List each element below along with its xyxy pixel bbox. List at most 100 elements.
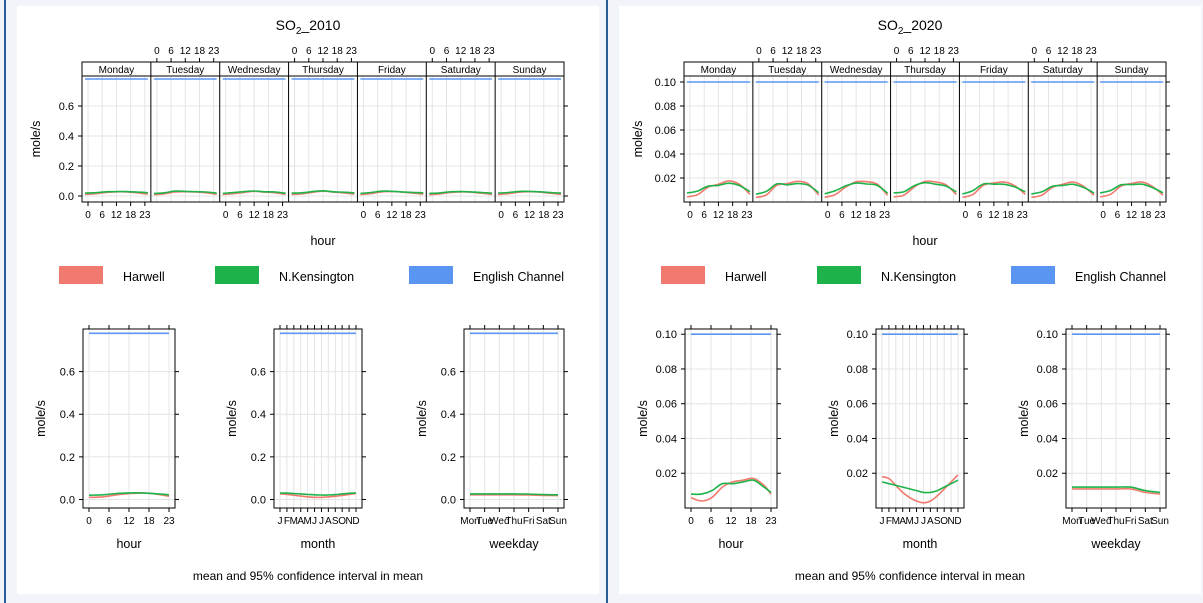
x-tick-label: D: [352, 516, 359, 527]
x-tick-label: 6: [701, 210, 707, 221]
month-axis-label: month: [301, 537, 336, 551]
x-tick-label: 23: [810, 46, 822, 57]
series-line-n-kensington: [881, 479, 959, 494]
weekly-series-n-kensington: [222, 190, 286, 195]
x-tick-label: 18: [332, 46, 344, 57]
weekly-y-axis-label: mole/s: [631, 121, 645, 158]
x-tick-label: 23: [552, 210, 564, 221]
x-tick-label: 23: [1086, 46, 1098, 57]
x-tick-label: 12: [317, 46, 329, 57]
x-tick-label: 18: [865, 210, 877, 221]
x-tick-label: 0: [825, 210, 831, 221]
x-tick-label: 12: [180, 46, 192, 57]
x-tick-label: J: [880, 516, 885, 527]
weekly-series-n-kensington: [755, 182, 820, 195]
y-tick-label: 0.08: [1037, 364, 1058, 376]
legend-label-n-kensington: N.Kensington: [881, 270, 956, 284]
strip-label-tuesday: Tuesday: [166, 65, 204, 76]
y-tick-label: 0.0: [441, 494, 456, 506]
y-tick-label: 0.4: [441, 409, 456, 421]
x-tick-label: 12: [782, 46, 794, 57]
legend-swatch-english-channel: [1011, 266, 1055, 284]
x-tick-label: 6: [306, 46, 312, 57]
weekly-series-n-kensington: [153, 190, 217, 195]
x-tick-label: 0: [963, 210, 969, 221]
x-tick-label: 23: [741, 210, 753, 221]
weekly-series-n-kensington: [893, 181, 957, 194]
weekly-series-harwell: [824, 180, 889, 199]
title-rest: _2010: [300, 17, 340, 33]
weekday-axis-label: weekday: [1090, 537, 1141, 551]
weekly-series-harwell: [893, 180, 957, 198]
y-tick-label: 0.04: [655, 149, 676, 161]
x-tick-label: 23: [765, 516, 777, 527]
weekly-x-axis-label: hour: [912, 234, 937, 248]
x-tick-label: Sun: [549, 516, 567, 527]
y-tick-label: 0.02: [655, 173, 676, 185]
legend-swatch-harwell: [661, 266, 705, 284]
x-tick-label: Sat: [536, 516, 551, 527]
x-tick-label: 18: [1140, 210, 1152, 221]
x-tick-label: Tue: [1078, 516, 1095, 527]
weekly-series-n-kensington: [824, 182, 889, 195]
x-tick-label: S: [332, 516, 339, 527]
hour-axis-label: hour: [116, 537, 141, 551]
x-tick-label: 12: [725, 516, 737, 527]
x-tick-label: F: [886, 516, 892, 527]
x-tick-label: 6: [237, 210, 243, 221]
x-tick-label: O: [940, 516, 948, 527]
y-tick-label: 0.04: [656, 433, 677, 445]
y-tick-label: 0.0: [251, 494, 266, 506]
strip-label-saturday: Saturday: [441, 65, 481, 76]
x-tick-label: 18: [796, 46, 808, 57]
series-line-n-kensington: [88, 492, 170, 496]
x-tick-label: 0: [1100, 210, 1106, 221]
chart-title: SO2_2020: [878, 17, 943, 37]
x-tick-label: 12: [713, 210, 725, 221]
series-line-n-kensington: [690, 479, 772, 496]
strip-label-wednesday: Wednesday: [228, 65, 281, 76]
x-tick-label: 12: [386, 210, 398, 221]
x-tick-label: 6: [375, 210, 381, 221]
x-tick-label: J: [921, 516, 926, 527]
footer-caption: mean and 95% confidence interval in mean: [795, 569, 1025, 583]
y-axis-label: mole/s: [636, 400, 650, 437]
weekly-series-n-kensington: [429, 190, 493, 195]
y-tick-label: 0.6: [251, 367, 266, 379]
y-tick-label: 0.2: [251, 452, 266, 464]
x-tick-label: 23: [346, 46, 358, 57]
so2-2020-panel: SO2_2020 Monday Tuesday Wednesday Thursday Fr…: [619, 6, 1201, 594]
strip-label-wednesday: Wednesday: [830, 65, 883, 76]
legend-swatch-n-kensington: [817, 266, 861, 284]
x-tick-label: M: [290, 516, 298, 527]
x-tick-label: 6: [106, 516, 112, 527]
y-tick-label: 0.04: [847, 433, 868, 445]
x-tick-label: A: [899, 516, 906, 527]
x-tick-label: 0: [687, 210, 693, 221]
weekly-series-harwell: [1031, 181, 1095, 199]
so2-2010-panel: SO2_2010 Monday Tuesday Wednesday Thursday Fr…: [17, 6, 599, 594]
y-tick-label: 0.02: [847, 468, 868, 480]
x-tick-label: A: [325, 516, 332, 527]
legend-label-harwell: Harwell: [725, 270, 767, 284]
x-tick-label: Thu: [1107, 516, 1124, 527]
center-divider: [606, 0, 608, 603]
y-axis-label: mole/s: [827, 400, 841, 437]
x-tick-label: S: [934, 516, 941, 527]
y-tick-label: 0.6: [60, 367, 75, 379]
strip-label-friday: Friday: [980, 65, 1008, 76]
x-tick-label: 18: [469, 46, 481, 57]
title-subscript: 2: [296, 26, 302, 37]
x-tick-label: 0: [154, 46, 160, 57]
x-tick-label: 18: [727, 210, 739, 221]
x-tick-label: Wed: [489, 516, 509, 527]
legend-swatch-harwell: [59, 266, 103, 284]
x-tick-label: Wed: [1091, 516, 1111, 527]
weekly-series-n-kensington: [686, 182, 751, 194]
y-tick-label: 0.06: [656, 399, 677, 411]
strip-label-sunday: Sunday: [1115, 65, 1149, 76]
y-tick-label: 0.0: [59, 191, 74, 203]
legend-swatch-n-kensington: [215, 266, 259, 284]
